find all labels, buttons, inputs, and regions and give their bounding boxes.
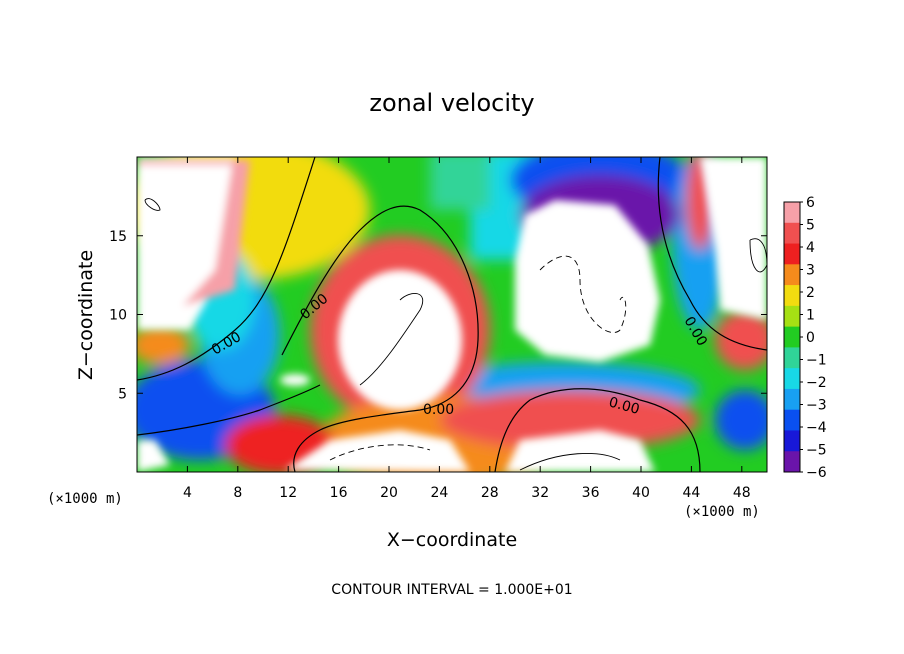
x-tick-label: 16 xyxy=(330,485,348,501)
x-tick-label: 12 xyxy=(279,485,297,501)
contour-label: 0.00 xyxy=(607,394,641,418)
colorbar-label: −2 xyxy=(806,375,827,391)
colorbar-swatch xyxy=(784,264,800,286)
colorbar-label: −4 xyxy=(806,420,827,436)
colorbar-label: 2 xyxy=(806,285,815,301)
y-axis-title: Z−coordinate xyxy=(75,250,97,380)
colorbar-swatch xyxy=(784,368,800,390)
y-tick-label: 5 xyxy=(118,386,127,402)
colorbar: 6 5 4 3 2 1 0 −1 −2 −3 −4 −5 −6 xyxy=(783,195,827,481)
x-tick-label: 8 xyxy=(233,485,242,501)
colorbar-label: 6 xyxy=(806,195,815,211)
colorbar-swatch xyxy=(784,388,800,411)
x-tick-label: 36 xyxy=(582,485,600,501)
x-tick-label: 20 xyxy=(380,485,398,501)
colorbar-label: 3 xyxy=(806,263,815,279)
chart-title: zonal velocity xyxy=(369,89,534,117)
colorbar-swatch xyxy=(784,430,800,452)
x-axis-title: X−coordinate xyxy=(387,529,517,551)
x-unit-left: (×1000 m) xyxy=(47,491,123,507)
colorbar-label: 4 xyxy=(806,240,815,256)
x-tick-label: 40 xyxy=(632,485,650,501)
x-tick-label: 48 xyxy=(733,485,751,501)
x-tick-label: 32 xyxy=(531,485,549,501)
x-tick-label: 28 xyxy=(481,485,499,501)
y-axis: 5 10 15 xyxy=(109,229,767,402)
x-tick-label: 4 xyxy=(183,485,192,501)
colorbar-swatch xyxy=(784,326,800,348)
x-unit-right: (×1000 m) xyxy=(684,504,760,520)
colorbar-label: 0 xyxy=(806,330,815,346)
contour-label: 0.00 xyxy=(423,402,454,418)
colorbar-swatch xyxy=(784,243,800,265)
x-tick-label: 44 xyxy=(682,485,700,501)
colorbar-label: 5 xyxy=(806,218,815,234)
x-tick-label: 24 xyxy=(430,485,448,501)
y-tick-label: 15 xyxy=(109,229,127,245)
colorbar-swatch xyxy=(784,409,800,431)
colorbar-label: −6 xyxy=(806,465,827,481)
colorbar-label: −3 xyxy=(806,398,827,414)
velocity-field xyxy=(137,157,767,472)
colorbar-swatch xyxy=(784,451,800,473)
colorbar-swatch xyxy=(784,285,800,307)
colorbar-swatch xyxy=(784,222,800,245)
colorbar-label: −1 xyxy=(806,353,827,369)
x-axis: 4 8 12 16 20 24 28 32 36 40 44 48 xyxy=(183,157,751,501)
colorbar-swatch xyxy=(784,347,800,369)
colorbar-swatch xyxy=(784,305,800,328)
contour-lines xyxy=(137,157,767,472)
colorbar-label: 1 xyxy=(806,308,815,324)
contour-interval-note: CONTOUR INTERVAL = 1.000E+01 xyxy=(331,582,572,598)
colorbar-swatch xyxy=(784,202,800,224)
y-tick-label: 10 xyxy=(109,308,127,324)
colorbar-label: −5 xyxy=(806,443,827,459)
